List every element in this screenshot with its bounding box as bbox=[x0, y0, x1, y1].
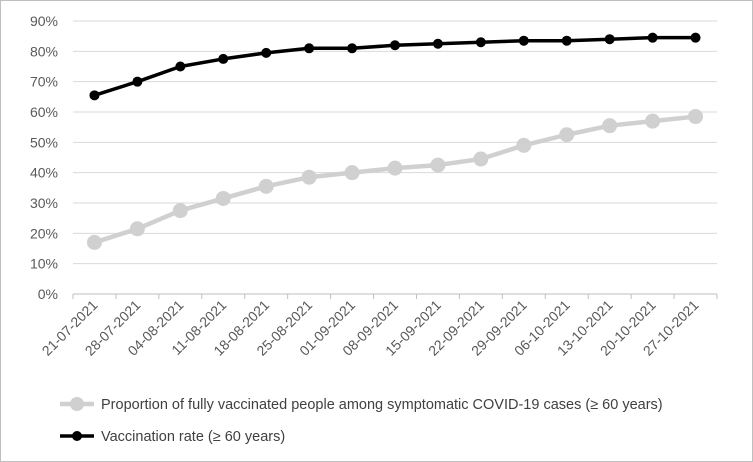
data-point bbox=[516, 137, 532, 153]
series-2 bbox=[89, 32, 701, 101]
y-tick-label: 0% bbox=[38, 286, 58, 302]
legend-entry: Proportion of fully vaccinated people am… bbox=[60, 397, 663, 413]
data-point bbox=[301, 169, 317, 185]
data-point bbox=[559, 127, 575, 143]
data-point bbox=[561, 35, 572, 46]
y-tick-label: 90% bbox=[30, 13, 58, 29]
gridlines bbox=[73, 20, 717, 265]
data-point bbox=[89, 90, 100, 101]
y-tick-label: 20% bbox=[30, 225, 58, 241]
data-point bbox=[344, 165, 360, 181]
data-point bbox=[304, 43, 315, 54]
legend-entry: Vaccination rate (≥ 60 years) bbox=[60, 429, 285, 445]
data-point bbox=[387, 160, 403, 176]
data-point bbox=[430, 157, 446, 173]
data-point bbox=[86, 234, 102, 250]
data-point bbox=[172, 203, 188, 219]
data-point bbox=[604, 34, 615, 45]
y-tick-label: 30% bbox=[30, 195, 58, 211]
data-point bbox=[390, 40, 400, 51]
y-tick-label: 50% bbox=[30, 134, 58, 150]
data-point bbox=[602, 118, 618, 134]
data-point bbox=[647, 32, 658, 43]
y-tick-label: 40% bbox=[30, 165, 58, 181]
data-point bbox=[518, 35, 529, 46]
data-point bbox=[645, 113, 661, 129]
data-point bbox=[688, 109, 704, 125]
data-point bbox=[129, 221, 145, 237]
y-tick-label: 80% bbox=[30, 43, 58, 59]
data-point bbox=[261, 47, 272, 58]
legend-label: Vaccination rate (≥ 60 years) bbox=[101, 429, 285, 445]
axes: 0%10%20%30%40%50%60%70%80%90%21-07-20212… bbox=[30, 13, 718, 359]
series-line bbox=[93, 114, 696, 245]
legend: Proportion of fully vaccinated people am… bbox=[60, 397, 663, 445]
legend-marker bbox=[70, 397, 84, 411]
y-tick-label: 10% bbox=[30, 256, 58, 272]
legend-label: Proportion of fully vaccinated people am… bbox=[101, 397, 663, 413]
data-point bbox=[432, 38, 443, 49]
data-point bbox=[347, 43, 358, 54]
data-point bbox=[475, 37, 486, 48]
data-point bbox=[175, 61, 186, 72]
data-point bbox=[473, 151, 489, 167]
series-1 bbox=[86, 109, 704, 250]
y-tick-label: 60% bbox=[30, 104, 58, 120]
data-point bbox=[215, 190, 231, 206]
data-point bbox=[258, 178, 274, 194]
legend-marker bbox=[72, 431, 82, 441]
data-point bbox=[218, 53, 229, 64]
y-tick-label: 70% bbox=[30, 74, 58, 90]
series bbox=[86, 32, 704, 250]
data-point bbox=[132, 76, 143, 87]
data-point bbox=[690, 32, 701, 43]
